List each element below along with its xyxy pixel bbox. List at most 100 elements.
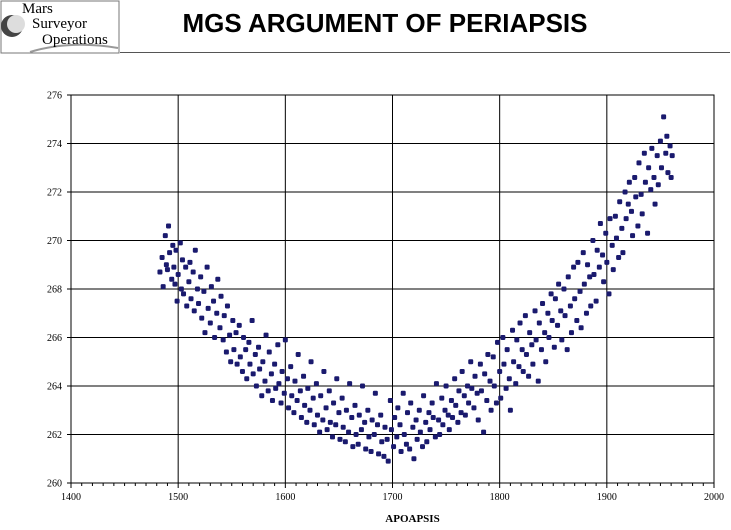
data-point: [630, 233, 636, 239]
data-point: [626, 179, 632, 185]
data-point: [379, 439, 385, 445]
data-point: [164, 267, 170, 273]
data-point: [205, 305, 211, 311]
data-point: [511, 359, 517, 365]
data-point: [596, 264, 602, 270]
data-point: [262, 378, 268, 384]
data-point: [350, 444, 356, 450]
data-point: [658, 165, 664, 171]
data-point: [601, 279, 607, 285]
data-point: [394, 434, 400, 440]
data-point: [606, 291, 612, 297]
x-tick-label: 1700: [383, 492, 403, 503]
data-point: [395, 405, 401, 411]
data-point: [397, 422, 403, 428]
data-point: [482, 371, 488, 377]
data-point: [278, 400, 284, 406]
data-point: [603, 230, 609, 236]
data-point: [443, 383, 449, 389]
data-point: [259, 393, 265, 399]
data-point: [587, 274, 593, 280]
data-point: [513, 381, 519, 387]
data-point: [318, 393, 324, 399]
data-point: [365, 407, 371, 413]
data-point: [198, 274, 204, 280]
data-point: [297, 388, 303, 394]
data-point: [257, 366, 263, 372]
data-point: [276, 381, 282, 387]
data-point: [469, 385, 475, 391]
data-point: [510, 327, 516, 333]
y-axis-ticks: 260 262 264 266 268 270 272 274 276: [47, 91, 71, 490]
data-point: [227, 332, 233, 338]
y-tick-label: 262: [47, 430, 62, 441]
data-point: [326, 388, 332, 394]
data-point: [410, 424, 416, 430]
data-point: [466, 400, 472, 406]
data-point: [610, 267, 616, 273]
logo-line-mars: Mars: [22, 1, 53, 17]
data-point: [542, 330, 548, 336]
data-point: [522, 313, 528, 319]
data-point: [638, 191, 644, 197]
data-point: [288, 364, 294, 370]
x-tick-label: 1600: [275, 492, 295, 503]
x-tick-label: 1400: [61, 492, 81, 503]
logo-line-surveyor: Surveyor: [32, 16, 87, 32]
data-point: [387, 398, 393, 404]
data-point: [607, 216, 613, 222]
y-tick-label: 274: [47, 139, 62, 150]
data-point: [632, 174, 638, 180]
data-point: [307, 407, 313, 413]
data-point: [501, 361, 507, 367]
x-axis-label: APOAPSIS: [385, 513, 439, 525]
data-point: [430, 415, 436, 421]
data-point: [237, 354, 243, 360]
data-point: [559, 337, 565, 343]
data-point: [526, 373, 532, 379]
data-point: [456, 388, 462, 394]
data-point: [177, 240, 183, 246]
data-point: [517, 320, 523, 326]
data-point: [593, 298, 599, 304]
data-point: [231, 347, 237, 353]
data-point: [157, 269, 163, 275]
logo-line-operations: Operations: [42, 32, 108, 48]
data-point: [201, 288, 207, 294]
data-point: [574, 318, 580, 324]
data-point: [609, 242, 615, 248]
data-point: [506, 376, 512, 382]
y-tick-label: 266: [47, 333, 62, 344]
data-point: [577, 288, 583, 294]
data-point: [371, 432, 377, 437]
data-point: [286, 405, 292, 411]
data-point: [475, 417, 481, 423]
data-point: [369, 417, 375, 423]
data-point: [578, 325, 584, 331]
chart-grid: [71, 95, 714, 483]
data-point: [636, 160, 642, 166]
data-point: [170, 242, 176, 248]
data-point: [295, 351, 301, 357]
data-point: [223, 349, 229, 355]
data-point: [429, 400, 435, 406]
data-point: [405, 410, 411, 416]
data-point: [487, 378, 493, 384]
data-point: [320, 417, 326, 423]
data-point: [347, 381, 353, 387]
data-point: [532, 308, 538, 314]
data-point: [591, 271, 597, 277]
data-point: [620, 250, 626, 256]
data-point: [474, 390, 480, 396]
data-point: [543, 359, 549, 365]
data-point: [504, 347, 510, 353]
data-point: [159, 254, 165, 260]
data-point: [376, 451, 382, 457]
data-point: [556, 281, 562, 287]
data-point: [352, 402, 358, 408]
x-axis-ticks: 1400 1500 1600 1700 1800 1900 2000: [61, 483, 724, 503]
data-point: [401, 432, 407, 437]
data-point: [362, 419, 368, 425]
data-point: [400, 390, 406, 396]
data-point: [186, 279, 192, 285]
